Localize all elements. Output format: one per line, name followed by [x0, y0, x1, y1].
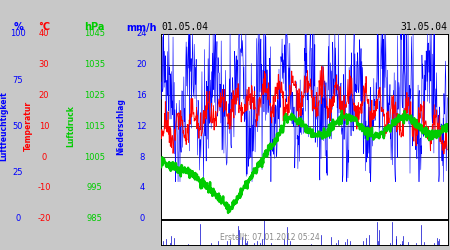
Text: 8: 8 — [139, 152, 144, 162]
Text: 01.05.04: 01.05.04 — [161, 22, 208, 32]
Text: Temperatur: Temperatur — [23, 101, 32, 151]
Text: 1015: 1015 — [84, 122, 105, 131]
Text: 995: 995 — [86, 184, 103, 192]
Text: Luftdruck: Luftdruck — [67, 105, 76, 147]
Text: 20: 20 — [39, 91, 50, 100]
Text: Luftfeuchtigkeit: Luftfeuchtigkeit — [0, 91, 8, 161]
Text: %: % — [13, 22, 23, 32]
Text: 1025: 1025 — [84, 91, 105, 100]
Text: 31.05.04: 31.05.04 — [401, 22, 448, 32]
Text: Erstellt: 07.01.2012 05:24: Erstellt: 07.01.2012 05:24 — [220, 233, 320, 242]
Text: 1005: 1005 — [84, 152, 105, 162]
Text: 1045: 1045 — [84, 29, 105, 38]
Text: mm/h: mm/h — [126, 22, 157, 32]
Text: 75: 75 — [13, 76, 23, 84]
Text: 0: 0 — [15, 214, 21, 223]
Text: -10: -10 — [37, 184, 51, 192]
Text: 0: 0 — [139, 214, 144, 223]
Text: 20: 20 — [136, 60, 147, 69]
Text: 25: 25 — [13, 168, 23, 177]
Text: 24: 24 — [136, 29, 147, 38]
Text: 4: 4 — [139, 184, 144, 192]
Text: 0: 0 — [41, 152, 47, 162]
Text: Niederschlag: Niederschlag — [116, 98, 125, 155]
Text: 12: 12 — [136, 122, 147, 131]
Text: 50: 50 — [13, 122, 23, 131]
Text: 30: 30 — [39, 60, 50, 69]
Text: °C: °C — [38, 22, 50, 32]
Text: -20: -20 — [37, 214, 51, 223]
Text: 16: 16 — [136, 91, 147, 100]
Text: 40: 40 — [39, 29, 50, 38]
Text: hPa: hPa — [84, 22, 105, 32]
Text: 985: 985 — [86, 214, 103, 223]
Text: 100: 100 — [10, 29, 26, 38]
Text: 1035: 1035 — [84, 60, 105, 69]
Text: 10: 10 — [39, 122, 50, 131]
